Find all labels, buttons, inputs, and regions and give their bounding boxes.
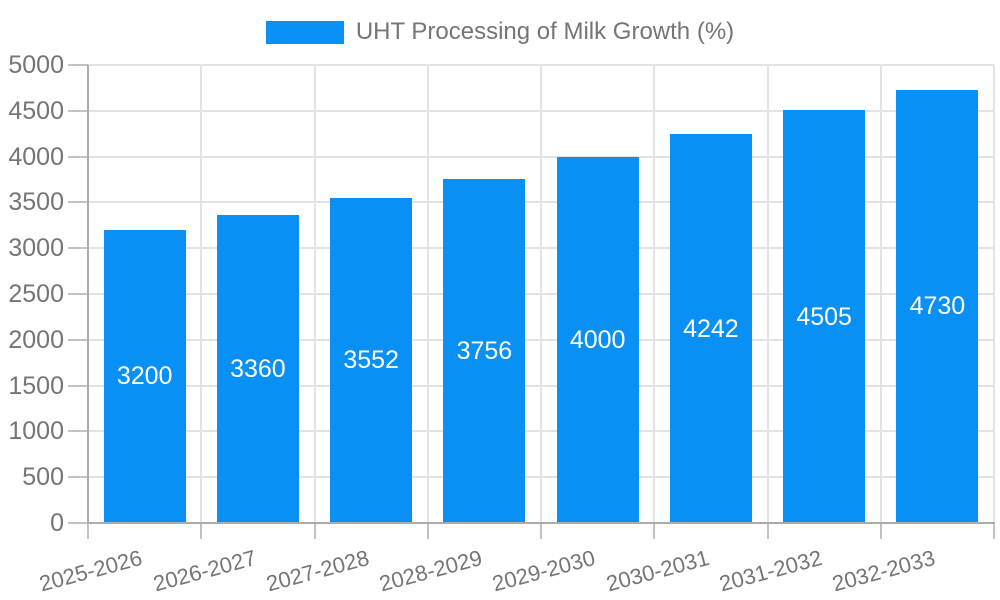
x-tick <box>766 523 769 539</box>
y-tick-label: 500 <box>22 463 64 492</box>
y-tick <box>68 109 88 112</box>
v-gridline <box>653 65 656 523</box>
y-tick <box>68 201 88 204</box>
v-gridline <box>993 65 995 523</box>
y-tick <box>68 247 88 250</box>
bar[interactable] <box>103 229 186 523</box>
y-tick-label: 4500 <box>8 96 64 125</box>
y-tick-label: 5000 <box>8 51 64 79</box>
v-gridline <box>879 65 882 523</box>
bar[interactable] <box>216 215 299 523</box>
bar-value-label: 4730 <box>909 292 966 321</box>
bar-value-label: 4242 <box>683 314 739 343</box>
bar-value-label: 3756 <box>456 336 513 365</box>
y-tick <box>68 430 88 433</box>
x-tick <box>426 523 429 539</box>
v-gridline <box>200 65 203 523</box>
v-gridline <box>313 65 316 523</box>
x-tick-label: 2027-2028 <box>263 545 372 597</box>
bar-value-label: 3200 <box>116 362 173 391</box>
bar[interactable] <box>443 178 526 523</box>
bar[interactable] <box>896 89 979 523</box>
legend-label: UHT Processing of Milk Growth (%) <box>355 18 735 45</box>
bar[interactable] <box>783 110 866 523</box>
x-tick-label: 2028-2029 <box>376 545 485 597</box>
bar-value-label: 3552 <box>343 346 399 375</box>
legend-swatch <box>265 20 344 44</box>
legend: UHT Processing of Milk Growth (%) <box>0 18 1000 46</box>
y-tick <box>68 338 88 341</box>
x-tick <box>993 523 995 539</box>
x-tick <box>313 523 316 539</box>
x-tick-label: 2031-2032 <box>716 545 825 597</box>
y-tick-label: 1000 <box>8 417 64 446</box>
y-tick <box>68 64 88 66</box>
y-tick <box>68 384 88 387</box>
y-tick-label: 2500 <box>8 280 64 308</box>
y-tick-label: 3500 <box>8 188 64 217</box>
v-gridline <box>426 65 429 523</box>
bar-value-label: 4000 <box>569 325 626 354</box>
x-tick <box>540 523 542 539</box>
legend-item[interactable]: UHT Processing of Milk Growth (%) <box>265 18 735 46</box>
x-tick-label: 2026-2027 <box>150 545 259 597</box>
v-gridline <box>766 65 769 523</box>
x-axis-line <box>87 522 995 524</box>
y-tick <box>68 293 88 295</box>
y-axis-line <box>87 65 89 524</box>
v-gridline <box>540 65 542 523</box>
bar[interactable] <box>669 134 752 523</box>
x-tick-label: 2032-2033 <box>829 545 938 597</box>
y-tick-label: 3000 <box>8 234 64 263</box>
y-tick <box>68 476 88 479</box>
x-tick-label: 2029-2030 <box>489 545 599 597</box>
x-tick-label: 2025-2026 <box>36 545 146 597</box>
y-tick-label: 4000 <box>8 142 64 171</box>
bar-value-label: 4505 <box>796 302 852 331</box>
bar[interactable] <box>556 156 639 523</box>
y-tick-label: 1500 <box>8 371 64 400</box>
x-tick-label: 2030-2031 <box>603 545 712 597</box>
x-tick <box>87 523 89 539</box>
y-tick-label: 2000 <box>8 325 64 354</box>
y-tick <box>68 155 88 158</box>
x-tick <box>879 523 882 539</box>
bar[interactable] <box>330 197 413 523</box>
bar-value-label: 3360 <box>230 355 286 384</box>
y-tick <box>68 522 88 524</box>
x-tick <box>200 523 203 539</box>
y-tick-label: 0 <box>50 509 64 537</box>
x-tick <box>653 523 656 539</box>
